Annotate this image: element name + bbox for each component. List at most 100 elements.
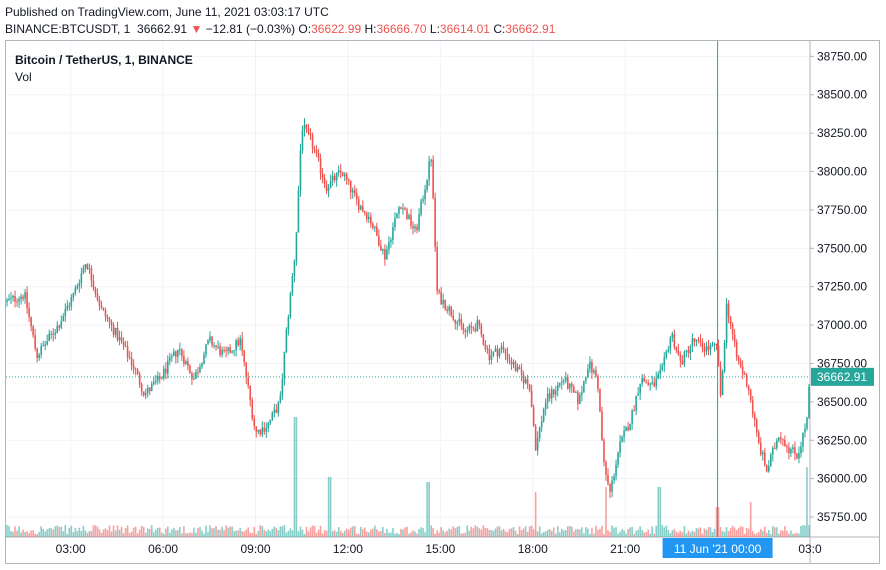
candle-body (251, 399, 254, 419)
candle-body (605, 461, 607, 475)
volume-bar (134, 526, 137, 537)
candle-body (770, 454, 772, 467)
candle-body (162, 368, 165, 379)
candle-body (776, 440, 778, 449)
volume-bar (788, 533, 790, 537)
volume-bar (10, 530, 12, 537)
volume-bar (448, 528, 451, 537)
candle-body (74, 288, 77, 294)
chart-frame (5, 40, 880, 564)
candle-body (663, 357, 666, 366)
volume-bar (763, 526, 766, 537)
volume-bar (611, 525, 613, 537)
volume-bar (621, 529, 623, 537)
candle-body (649, 383, 652, 385)
volume-bar (802, 525, 804, 537)
candle-body (420, 201, 422, 215)
volume-bar (450, 529, 453, 537)
candle-body (607, 474, 609, 484)
volume-bar (717, 507, 720, 537)
candle-body (721, 371, 724, 396)
candle-body (299, 150, 302, 191)
candle-body (759, 442, 762, 455)
volume-bar (86, 532, 89, 537)
candle-body (365, 212, 368, 220)
candle-body (538, 427, 541, 438)
candle-body (295, 232, 298, 262)
candle-body (301, 130, 304, 151)
volume-bar (386, 528, 388, 537)
candle-body (245, 362, 247, 378)
volume-bar (66, 533, 69, 537)
volume-bar (504, 530, 507, 537)
volume-bar (317, 529, 320, 537)
candle-body (697, 339, 700, 341)
volume-bar (418, 528, 420, 537)
volume-bar (353, 525, 356, 537)
candle-body (110, 322, 113, 326)
candle-body (472, 327, 475, 329)
volume-bar (343, 530, 346, 537)
candle-body (253, 418, 256, 427)
candle-body (667, 349, 670, 352)
candle-body (713, 343, 716, 345)
candle-body (108, 318, 111, 323)
y-tick-label: 38000.00 (817, 165, 867, 179)
volume-bar (695, 528, 698, 537)
candle-body (462, 324, 465, 331)
candle-body (36, 348, 38, 358)
volume-bar (359, 526, 362, 537)
candle-body (138, 373, 141, 385)
candle-body (114, 327, 117, 335)
candle-body (370, 216, 372, 224)
volume-bar (327, 477, 330, 537)
candle-body (183, 356, 185, 364)
volume-bar (731, 525, 734, 537)
candle-body (593, 370, 595, 373)
candle-body (498, 349, 501, 357)
candle-body (426, 179, 428, 190)
candle-body (376, 226, 378, 236)
candle-body (241, 338, 243, 351)
candle-body (581, 392, 583, 395)
volume-bar (703, 528, 706, 537)
volume-bar (721, 531, 724, 537)
volume-bar (675, 531, 678, 537)
candle-body (277, 402, 280, 413)
volume-bar (472, 528, 475, 537)
candle-body (418, 214, 420, 231)
volume-bar (22, 529, 24, 537)
y-tick-label: 37750.00 (817, 203, 867, 217)
candle-body (677, 350, 680, 355)
candle-body (209, 336, 211, 341)
volume-bar (466, 525, 469, 537)
candle-body (80, 273, 83, 284)
candle-body (488, 348, 491, 360)
candle-body (699, 340, 702, 342)
volume-bar (462, 533, 465, 537)
volume-bar (808, 525, 810, 537)
candle-body (60, 321, 63, 328)
candle-body (221, 349, 223, 356)
last-price-badge-label: 36662.91 (817, 370, 867, 384)
volume-bar (309, 527, 312, 537)
volume-bar (780, 530, 782, 537)
candle-body (577, 392, 579, 405)
volume-bar (301, 529, 304, 537)
candle-body (526, 379, 529, 385)
candle-body (34, 335, 36, 349)
candle-body (235, 340, 237, 350)
volume-bar (394, 533, 396, 537)
volume-bar (476, 526, 479, 537)
candle-body (591, 361, 593, 373)
volume-bar (213, 528, 215, 537)
volume-bar (118, 529, 121, 537)
candle-body (249, 385, 252, 400)
candle-body (396, 213, 398, 219)
candle-body (120, 337, 123, 342)
volume-bar (786, 530, 788, 537)
volume-bar (579, 529, 581, 537)
volume-bar (643, 532, 645, 537)
candle-body (22, 296, 24, 299)
